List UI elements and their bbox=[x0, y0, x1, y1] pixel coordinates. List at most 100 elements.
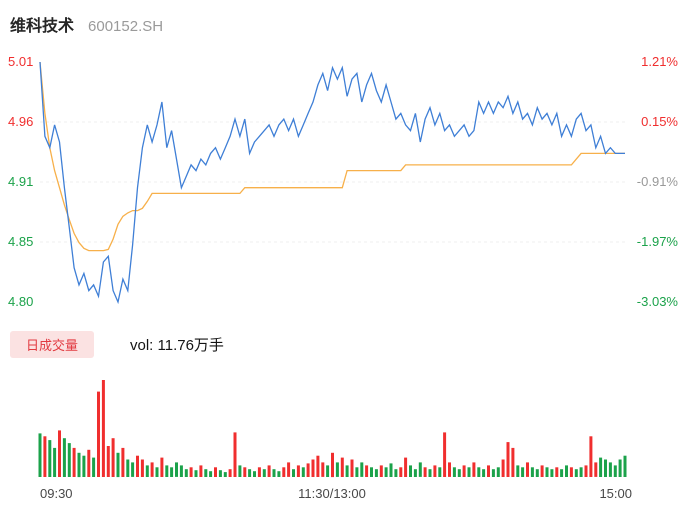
price-line bbox=[39, 61, 625, 305]
volume-bar bbox=[462, 465, 466, 477]
volume-bar bbox=[326, 465, 330, 477]
volume-bar bbox=[58, 430, 61, 477]
volume-bar bbox=[618, 459, 622, 477]
volume-bar bbox=[384, 467, 388, 477]
volume-bar bbox=[360, 462, 364, 477]
volume-bar bbox=[111, 438, 115, 477]
volume-bar bbox=[160, 457, 164, 477]
volume-bar bbox=[530, 467, 534, 477]
volume-bar bbox=[394, 469, 398, 477]
volume-bar bbox=[496, 467, 500, 477]
volume-bar bbox=[365, 465, 369, 477]
volume-bar bbox=[131, 462, 135, 477]
volume-bar bbox=[613, 465, 617, 477]
volume-bar bbox=[179, 465, 183, 477]
volume-bar bbox=[374, 469, 378, 477]
header: 维科技术 600152.SH bbox=[10, 12, 163, 36]
volume-bar bbox=[477, 467, 481, 477]
volume-bar bbox=[604, 459, 607, 477]
volume-bar bbox=[423, 467, 427, 477]
volume-bar bbox=[48, 440, 52, 477]
volume-bar bbox=[584, 465, 588, 477]
volume-bar bbox=[409, 465, 412, 477]
volume-bar bbox=[267, 465, 271, 477]
volume-bar bbox=[433, 465, 437, 477]
volume-bar bbox=[43, 436, 47, 477]
volume-bar bbox=[491, 469, 495, 477]
volume-bar bbox=[560, 469, 564, 477]
volume-tab-badge[interactable]: 日成交量 bbox=[10, 331, 95, 358]
volume-bar bbox=[550, 469, 554, 477]
volume-bar bbox=[516, 465, 520, 477]
volume-bar bbox=[116, 452, 120, 478]
volume-bar bbox=[521, 467, 525, 477]
volume-bar bbox=[545, 467, 549, 477]
volume-bar bbox=[238, 465, 242, 477]
volume-bar bbox=[311, 459, 315, 477]
volume-bar bbox=[555, 467, 559, 477]
volume-bar bbox=[526, 462, 529, 477]
volume-bar bbox=[62, 438, 66, 477]
volume-bar bbox=[67, 443, 71, 477]
stock-name: 维科技术 bbox=[10, 18, 75, 35]
volume-bar bbox=[257, 467, 261, 477]
volume-bar bbox=[579, 467, 583, 477]
volume-bar bbox=[262, 469, 266, 477]
volume-bar bbox=[506, 442, 510, 477]
volume-bar bbox=[569, 467, 573, 477]
volume-bar bbox=[194, 470, 198, 477]
volume-bar bbox=[121, 447, 125, 477]
volume-bar bbox=[72, 447, 76, 477]
volume-bar bbox=[482, 469, 486, 477]
volume-bar bbox=[155, 467, 159, 477]
volume-bar bbox=[316, 455, 320, 477]
volume-bar bbox=[277, 471, 281, 477]
volume-bar bbox=[77, 452, 81, 478]
volume-bar bbox=[340, 457, 344, 477]
volume-bar bbox=[457, 469, 461, 477]
volume-bar bbox=[209, 471, 213, 477]
volume-bar bbox=[282, 467, 286, 477]
volume-bar bbox=[345, 465, 349, 477]
volume-bar bbox=[106, 446, 110, 477]
volume-bar bbox=[355, 467, 359, 477]
volume-bar bbox=[443, 432, 447, 477]
volume-bar bbox=[608, 462, 612, 477]
volume-bar bbox=[467, 467, 471, 477]
volume-bar bbox=[150, 462, 154, 477]
volume-bar bbox=[594, 462, 598, 477]
volume-value-text: vol: 11.76万手 bbox=[130, 337, 224, 354]
volume-bar bbox=[452, 467, 456, 477]
volume-bar bbox=[599, 457, 603, 477]
volume-bar bbox=[214, 467, 217, 477]
volume-bar bbox=[565, 465, 568, 477]
volume-bar bbox=[199, 465, 203, 477]
volume-bar bbox=[184, 469, 188, 477]
volume-bar bbox=[204, 469, 208, 477]
volume-bar bbox=[38, 433, 42, 477]
volume-bar bbox=[487, 465, 490, 477]
volume-bar bbox=[370, 467, 373, 477]
volume-bar bbox=[589, 436, 593, 477]
volume-bar bbox=[292, 469, 295, 477]
volume-bar bbox=[301, 467, 305, 477]
volume-bar bbox=[253, 471, 256, 477]
volume-bar bbox=[272, 469, 276, 477]
volume-bar bbox=[223, 472, 227, 477]
volume-bar bbox=[97, 391, 100, 477]
volume-bar bbox=[140, 459, 144, 477]
volume-bar bbox=[287, 462, 291, 477]
volume-bar bbox=[82, 455, 86, 477]
volume-bar bbox=[350, 459, 354, 477]
volume-bar bbox=[335, 462, 339, 477]
volume-bar bbox=[175, 462, 178, 477]
volume-bar bbox=[379, 465, 383, 477]
volume-bar bbox=[331, 452, 334, 478]
volume-bar bbox=[126, 459, 130, 477]
volume-bar bbox=[228, 469, 232, 477]
volume-bar bbox=[189, 467, 193, 477]
volume-bar bbox=[306, 463, 310, 477]
volume-bar bbox=[404, 457, 408, 477]
